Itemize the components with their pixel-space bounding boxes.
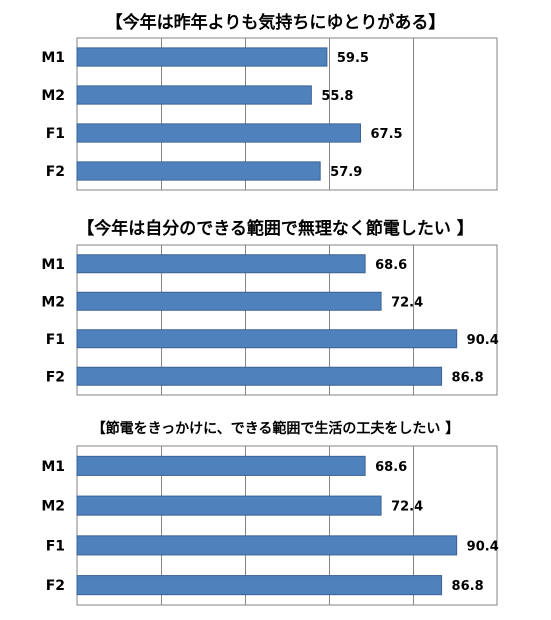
value-label: 72.4: [391, 295, 423, 310]
chart-title: 【今年は自分のできる範囲で無理なく節電したい 】: [77, 219, 474, 239]
value-label: 68.6: [375, 258, 407, 273]
bar: [76, 47, 328, 67]
category-label: F2: [46, 578, 65, 594]
chart-plot: M1 68.6 M2 72.4 F1 90.4 F2 86.8: [41, 244, 499, 396]
bar: [76, 329, 458, 349]
bar: [76, 254, 366, 274]
value-label: 86.8: [452, 370, 484, 385]
chart-title: 【今年は昨年よりも気持ちにゆとりがある】: [105, 13, 446, 33]
value-label: 68.6: [375, 460, 407, 475]
chart-2: 【今年は自分のできる範囲で無理なく節電したい 】 M1 68.6 M2 72.4 F1 9…: [0, 200, 551, 400]
bar: [76, 161, 321, 181]
value-label: 90.4: [467, 539, 499, 554]
value-label: 59.5: [337, 51, 369, 66]
value-label: 55.8: [321, 89, 353, 104]
category-label: M1: [41, 257, 65, 273]
bar: [76, 535, 458, 556]
chart-title: 【節電をきっかけに、できる範囲で生活の工夫をしたい 】: [91, 421, 460, 437]
bar: [76, 575, 443, 596]
value-label: 72.4: [391, 500, 423, 515]
bar: [76, 291, 382, 311]
bar: [76, 495, 382, 516]
category-label: F1: [46, 332, 65, 348]
value-label: 67.5: [371, 127, 403, 142]
category-label: M2: [41, 88, 65, 104]
bar: [76, 366, 443, 386]
value-label: 90.4: [467, 333, 499, 348]
chart-1: 【今年は昨年よりも気持ちにゆとりがある】 M1 59.5 M2 55.8 F1 67.5 F…: [0, 0, 551, 195]
category-label: F1: [46, 538, 65, 554]
value-label: 86.8: [452, 579, 484, 594]
category-label: M2: [41, 499, 65, 515]
category-label: F2: [46, 164, 65, 180]
category-label: M1: [41, 50, 65, 66]
bar: [76, 455, 366, 476]
chart-plot: M1 68.6 M2 72.4 F1 90.4 F2 86.8: [41, 445, 499, 606]
category-label: M2: [41, 294, 65, 310]
category-label: M1: [41, 459, 65, 475]
category-label: F2: [46, 369, 65, 385]
bar: [76, 85, 312, 105]
category-label: F1: [46, 126, 65, 142]
value-label: 57.9: [330, 165, 362, 180]
chart-3: 【節電をきっかけに、できる範囲で生活の工夫をしたい 】 M1 68.6 M2 72.4…: [0, 405, 551, 620]
bar: [76, 123, 361, 143]
chart-plot: M1 59.5 M2 55.8 F1 67.5 F2 57.9: [41, 37, 498, 191]
